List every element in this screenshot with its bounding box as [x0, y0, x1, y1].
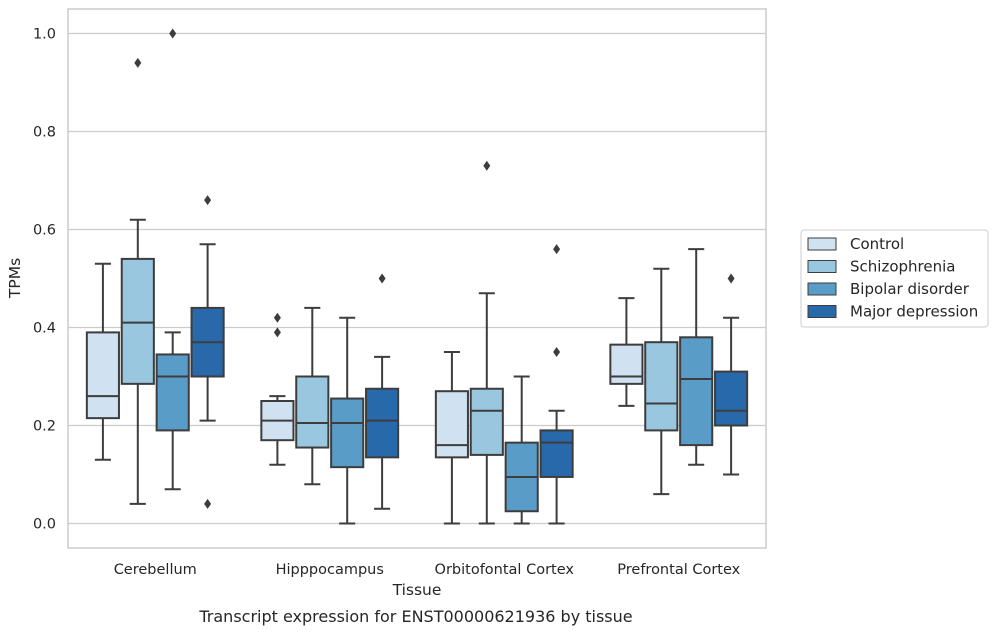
legend-swatch: [807, 282, 837, 296]
box-bipolar-disorder: [504, 375, 539, 525]
y-axis-ticks: 0.0 0.2 0.4 0.6 0.8 1.0: [33, 27, 56, 533]
legend-label: Bipolar disorder: [850, 280, 970, 298]
plot-frame: [67, 8, 767, 549]
box-control: [260, 312, 295, 466]
y-axis-label: TPMs: [6, 258, 24, 299]
legend-swatch: [807, 305, 837, 318]
plot-area: [68, 9, 766, 548]
box-schizophrenia: [295, 306, 330, 486]
x-axis-ticks: Cerebellum Hipppocampus Orbitofontal Corte…: [114, 562, 741, 578]
y-tick-label: 0.8: [33, 125, 56, 141]
box-major-depression: [539, 244, 574, 525]
y-tick-label: 0.6: [33, 223, 56, 239]
box-iqr: [120, 257, 155, 385]
box-iqr: [609, 343, 644, 385]
x-tick-label: Hipppocampus: [276, 562, 384, 578]
y-tick-label: 0.4: [33, 321, 56, 337]
legend-label: Control: [850, 235, 904, 253]
y-tick-label: 1.0: [33, 27, 56, 43]
box-iqr: [539, 429, 574, 478]
y-tick-label: 0.0: [33, 517, 56, 533]
y-tick-label: 0.2: [33, 419, 56, 435]
box-bipolar-disorder: [330, 316, 365, 525]
box-bipolar-disorder: [155, 28, 190, 491]
box-iqr: [85, 331, 120, 420]
x-tick-label: Orbitofontal Cortex: [435, 562, 575, 578]
outlier-marker: [273, 312, 281, 323]
box-iqr: [434, 390, 469, 459]
outlier-marker: [727, 273, 735, 284]
box-schizophrenia: [644, 267, 679, 496]
box-control: [609, 297, 644, 407]
box-major-depression: [365, 273, 400, 510]
outlier-marker: [204, 498, 212, 509]
legend-label: Major depression: [850, 303, 978, 321]
box-plots: [85, 28, 749, 525]
outlier-marker: [553, 347, 561, 357]
x-tick-label: Cerebellum: [114, 562, 197, 578]
legend: Control Schizophrenia Bipolar disorder Majo…: [800, 229, 989, 328]
box-iqr: [155, 353, 190, 432]
box-iqr: [295, 375, 330, 449]
box-control: [434, 351, 469, 525]
box-schizophrenia: [120, 57, 155, 505]
box-iqr: [469, 387, 504, 456]
box-schizophrenia: [469, 160, 504, 525]
legend-swatch: [807, 237, 837, 251]
legend-swatch: [807, 260, 837, 273]
box-iqr: [365, 387, 400, 459]
box-bipolar-disorder: [679, 248, 714, 466]
outlier-marker: [378, 273, 386, 284]
box-major-depression: [714, 273, 749, 476]
legend-label: Schizophrenia: [850, 258, 955, 276]
outlier-marker: [483, 160, 491, 171]
box-iqr: [714, 370, 749, 427]
outlier-marker: [169, 28, 177, 39]
box-major-depression: [190, 195, 225, 509]
outlier-marker: [204, 195, 212, 206]
box-iqr: [679, 336, 714, 447]
legend-frame: [800, 229, 989, 328]
outlier-marker: [553, 244, 561, 255]
box-iqr: [644, 341, 679, 432]
figure-caption: Transcript expression for ENST0000062193…: [198, 607, 632, 626]
x-tick-label: Prefrontal Cortex: [617, 562, 740, 578]
box-control: [85, 262, 120, 461]
outlier-marker: [273, 327, 281, 338]
x-axis-label: Tissue: [392, 581, 442, 599]
box-iqr: [330, 397, 365, 469]
outlier-marker: [134, 57, 142, 68]
